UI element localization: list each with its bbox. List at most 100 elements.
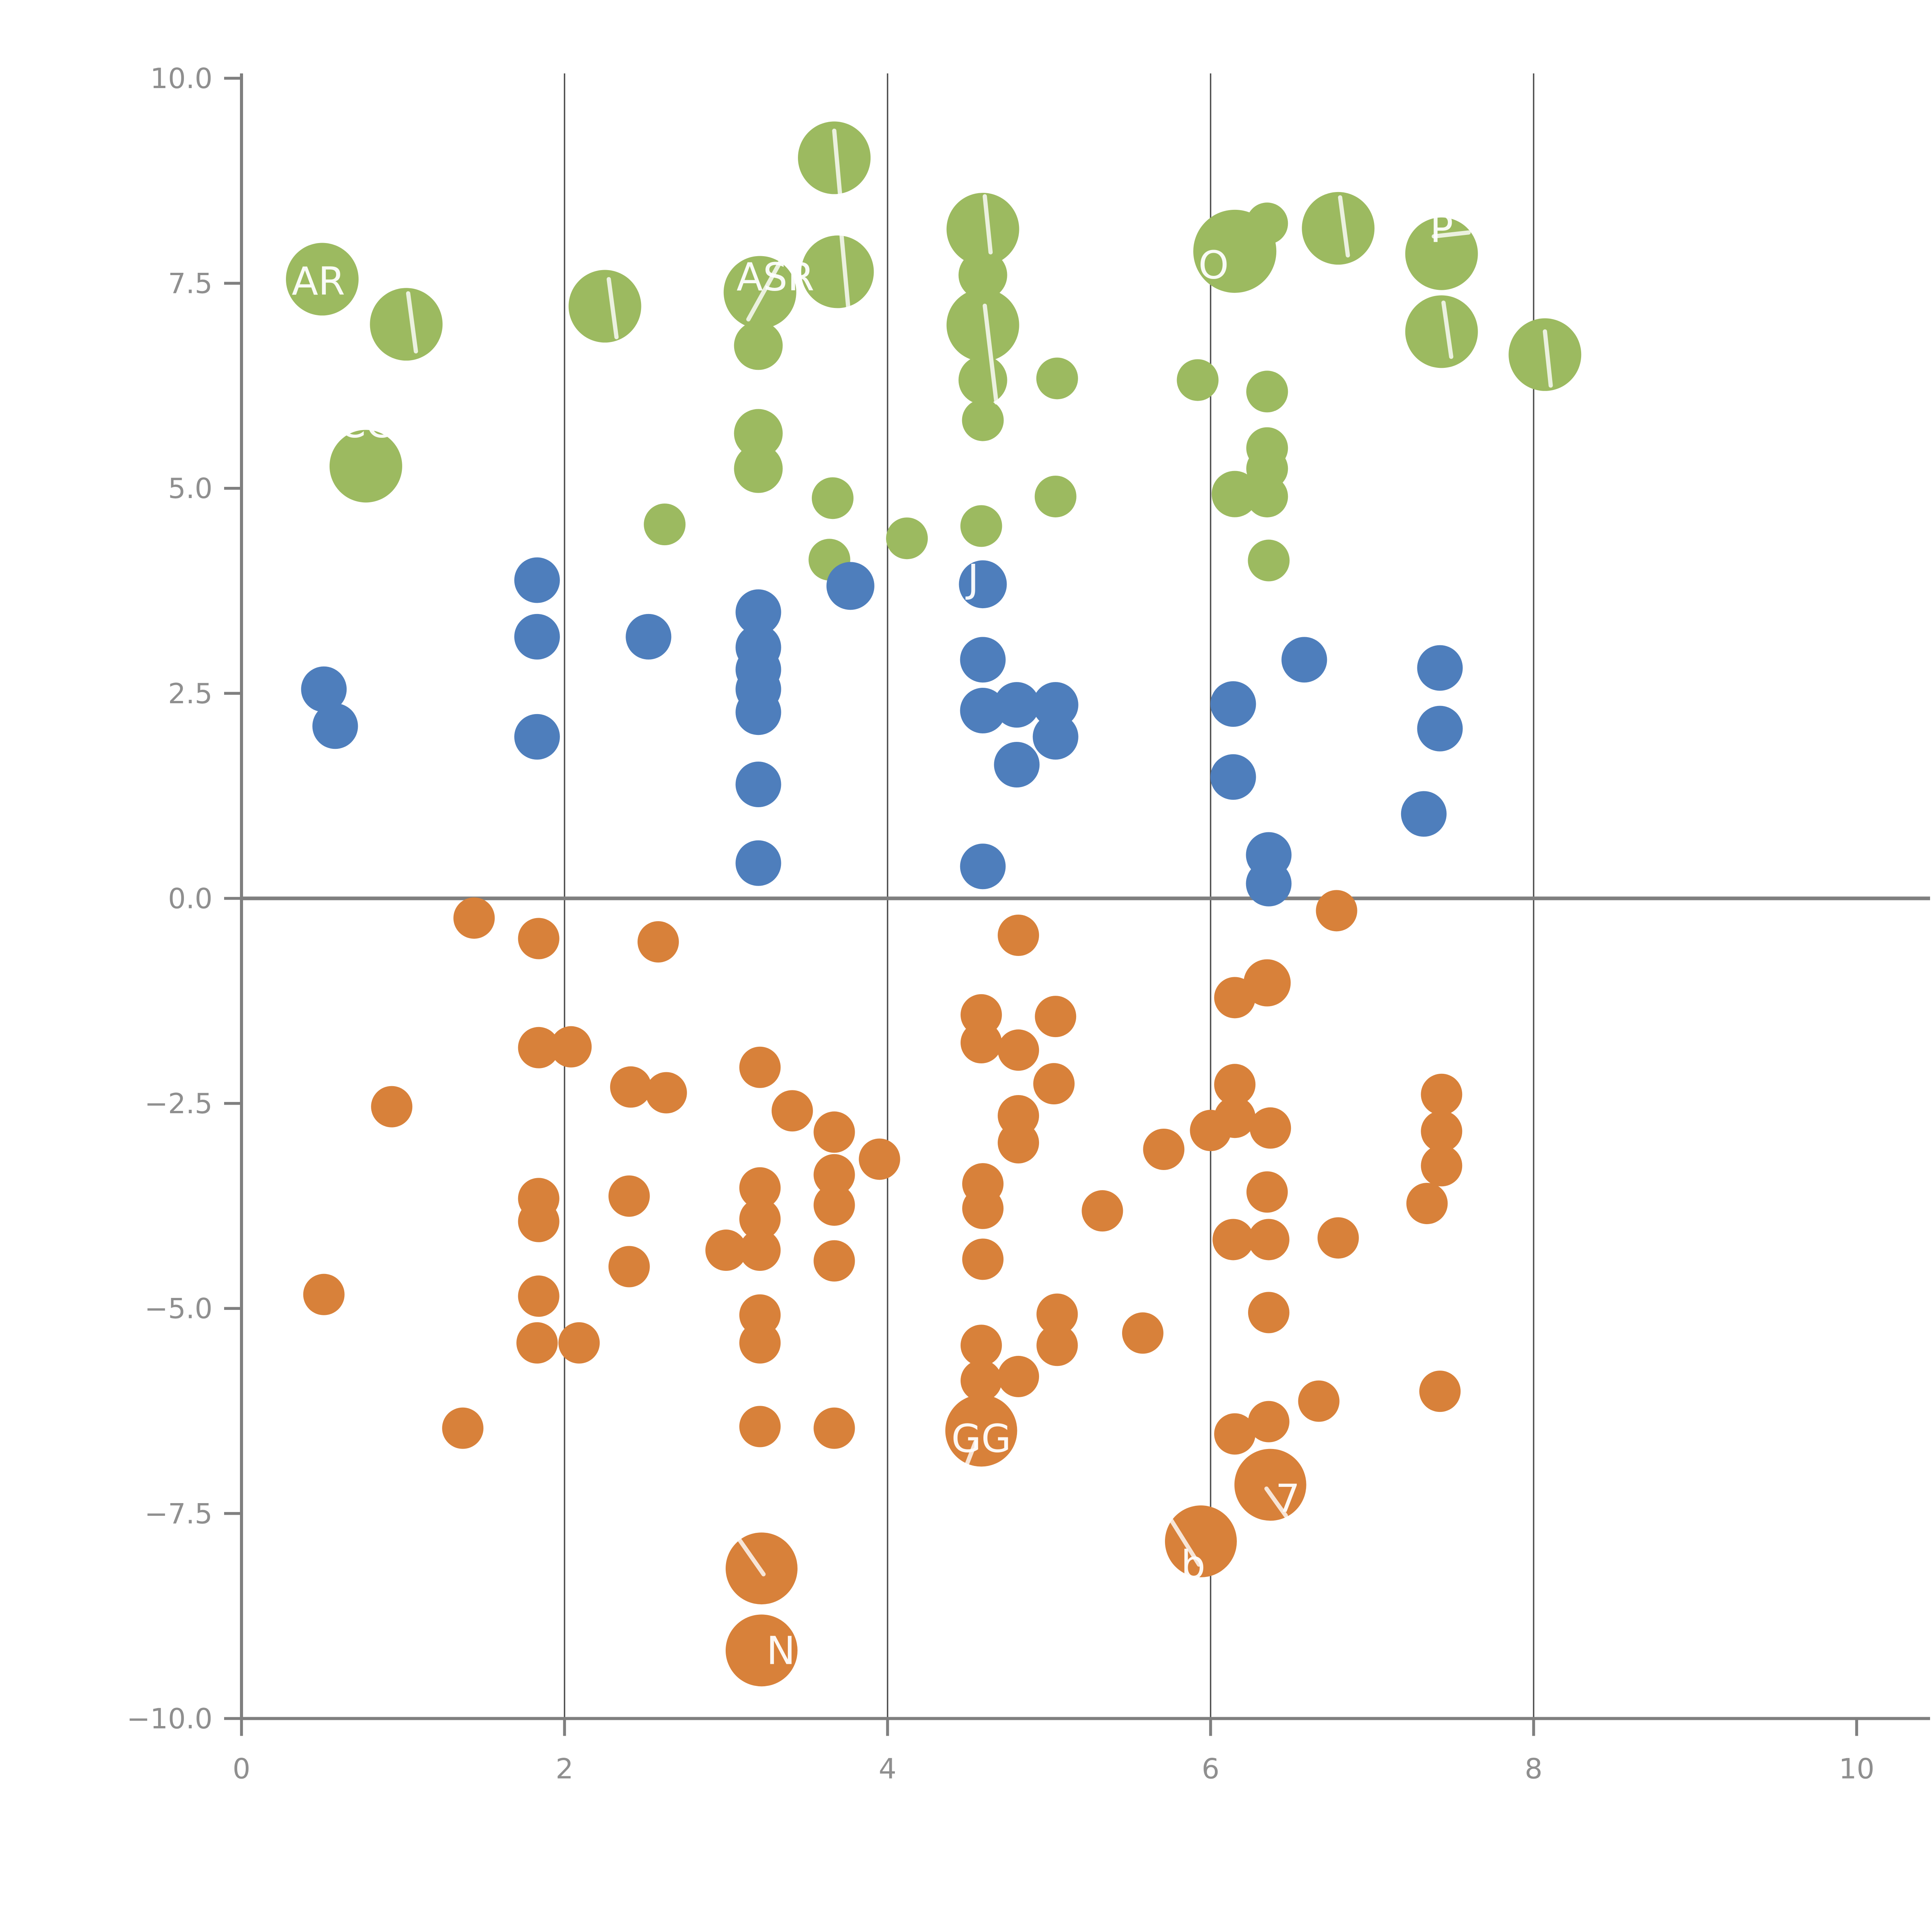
point-label-GG: GG bbox=[951, 1416, 1011, 1461]
bubble-blue-cluster-18 bbox=[1032, 682, 1078, 728]
x-tick-label-10: 10 bbox=[1839, 1753, 1874, 1786]
bubble-orange-cluster-4 bbox=[1316, 890, 1357, 932]
bubble-orange-cluster-41 bbox=[1143, 1128, 1185, 1170]
x-tick-label-4: 4 bbox=[879, 1753, 896, 1786]
bubble-blue-cluster-26 bbox=[1417, 706, 1463, 752]
point-label-P: P bbox=[1430, 206, 1453, 252]
bubble-orange-cluster-71 bbox=[1298, 1380, 1340, 1422]
bubble-orange-cluster-36 bbox=[998, 1122, 1039, 1164]
bubble-green-cluster-1 bbox=[370, 288, 443, 361]
bubble-green-cluster-16 bbox=[811, 477, 854, 519]
x-tick-label-0: 0 bbox=[233, 1753, 250, 1786]
leader-line-green-cluster-26 bbox=[1441, 300, 1454, 359]
bubble-orange-cluster-43 bbox=[1214, 1064, 1256, 1105]
bubble-orange-cluster-49 bbox=[1213, 1219, 1254, 1260]
bubble-blue-cluster-14 bbox=[959, 560, 1007, 609]
bubble-orange-cluster-62 bbox=[960, 1360, 1002, 1401]
bubble-green-cluster-2 bbox=[329, 430, 402, 503]
bubble-blue-cluster-11 bbox=[735, 761, 781, 807]
bubble-green-cluster-20 bbox=[960, 505, 1002, 547]
bubble-orange-cluster-27 bbox=[739, 1230, 781, 1271]
bubble-green-cluster-3 bbox=[568, 270, 641, 343]
bubble-orange-cluster-67 bbox=[945, 1395, 1017, 1467]
bubble-orange-cluster-14 bbox=[813, 1154, 855, 1196]
bubble-orange-cluster-50 bbox=[1248, 1219, 1289, 1260]
bubble-orange-cluster-26 bbox=[739, 1198, 781, 1240]
bubble-orange-cluster-9 bbox=[645, 1072, 687, 1114]
bubble-green-cluster-29 bbox=[1246, 371, 1288, 413]
y-tick-label-−10.0: −10.0 bbox=[127, 1703, 213, 1735]
y-tick-label-5.0: 5.0 bbox=[168, 473, 213, 505]
bubble-green-cluster-8 bbox=[946, 193, 1019, 266]
bubble-orange-cluster-65 bbox=[1036, 1325, 1078, 1366]
leader-line-orange-cluster-73 bbox=[1168, 1516, 1201, 1567]
bubble-orange-cluster-59 bbox=[739, 1406, 781, 1447]
leader-line-orange-cluster-74 bbox=[734, 1533, 766, 1577]
bubble-orange-cluster-33 bbox=[1035, 996, 1077, 1037]
x-tick-label-2: 2 bbox=[556, 1753, 573, 1786]
bubble-orange-cluster-38 bbox=[962, 1187, 1004, 1229]
bubble-green-cluster-24 bbox=[1302, 192, 1375, 265]
bubble-orange-cluster-13 bbox=[859, 1138, 900, 1180]
bubble-blue-cluster-17 bbox=[994, 682, 1040, 728]
bubble-orange-cluster-18 bbox=[608, 1175, 650, 1217]
bubble-orange-cluster-7 bbox=[550, 1026, 592, 1068]
bubble-orange-cluster-2 bbox=[637, 921, 679, 963]
bubble-blue-cluster-1 bbox=[312, 703, 358, 749]
bubble-blue-cluster-12 bbox=[735, 840, 781, 886]
bubble-green-cluster-12 bbox=[962, 399, 1004, 441]
bubble-blue-cluster-24 bbox=[1281, 637, 1327, 683]
y-tick-label-7.5: 7.5 bbox=[168, 268, 213, 300]
bubble-blue-cluster-5 bbox=[626, 614, 672, 660]
bubble-green-cluster-15 bbox=[734, 444, 783, 493]
bubble-orange-cluster-5 bbox=[371, 1086, 413, 1128]
bubble-blue-cluster-27 bbox=[1401, 791, 1447, 837]
bubble-orange-cluster-15 bbox=[813, 1184, 855, 1226]
leader-line-green-cluster-7 bbox=[839, 231, 853, 340]
bubble-green-cluster-19 bbox=[886, 517, 928, 560]
bubble-green-cluster-0 bbox=[286, 243, 359, 316]
bubble-green-cluster-11 bbox=[958, 355, 1007, 405]
bubble-orange-cluster-58 bbox=[739, 1322, 781, 1364]
leader-line-green-cluster-8 bbox=[983, 194, 993, 255]
bubble-orange-cluster-31 bbox=[960, 1022, 1002, 1064]
leader-line-green-cluster-24 bbox=[1338, 195, 1350, 258]
y-tick-label-−7.5: −7.5 bbox=[145, 1498, 213, 1530]
bubble-green-cluster-7 bbox=[801, 235, 874, 308]
bubble-green-cluster-33 bbox=[1246, 475, 1288, 517]
bubble-orange-cluster-22 bbox=[516, 1322, 558, 1364]
bubble-green-cluster-14 bbox=[734, 409, 783, 458]
bubble-orange-cluster-68 bbox=[1248, 1292, 1289, 1333]
bubble-orange-cluster-51 bbox=[1317, 1217, 1359, 1259]
bubble-blue-cluster-29 bbox=[1246, 861, 1292, 906]
bubble-blue-cluster-3 bbox=[514, 614, 560, 660]
bubble-green-cluster-32 bbox=[1211, 471, 1258, 517]
leader-line-green-cluster-27 bbox=[1543, 329, 1553, 388]
leader-line-green-cluster-25 bbox=[1432, 230, 1471, 239]
bubble-blue-cluster-16 bbox=[960, 687, 1006, 733]
bubble-orange-cluster-53 bbox=[1421, 1111, 1463, 1152]
bubble-green-cluster-27 bbox=[1509, 318, 1582, 391]
bubble-orange-cluster-8 bbox=[610, 1066, 651, 1108]
bubble-blue-cluster-2 bbox=[514, 557, 560, 603]
bubble-green-cluster-6 bbox=[734, 321, 783, 370]
bubble-orange-cluster-20 bbox=[303, 1274, 345, 1315]
bubble-green-cluster-4 bbox=[798, 121, 871, 194]
bubble-orange-cluster-0 bbox=[453, 897, 495, 939]
point-label-N: N bbox=[767, 1628, 796, 1673]
bubble-orange-cluster-44 bbox=[1214, 1097, 1256, 1138]
bubble-green-cluster-13 bbox=[1036, 357, 1078, 400]
bubble-orange-cluster-52 bbox=[1421, 1073, 1463, 1115]
bubble-orange-cluster-29 bbox=[813, 1240, 855, 1282]
y-tick-label-10.0: 10.0 bbox=[150, 63, 213, 95]
bubble-orange-cluster-23 bbox=[558, 1322, 600, 1364]
bubble-blue-cluster-13 bbox=[826, 562, 874, 610]
point-label-O: O bbox=[1198, 242, 1229, 287]
bubble-orange-cluster-54 bbox=[1421, 1145, 1463, 1187]
bubble-orange-cluster-55 bbox=[1406, 1183, 1448, 1225]
bubble-orange-cluster-56 bbox=[1419, 1371, 1461, 1412]
point-label-b: b bbox=[1181, 1542, 1205, 1587]
leader-line-green-cluster-10 bbox=[983, 303, 999, 405]
